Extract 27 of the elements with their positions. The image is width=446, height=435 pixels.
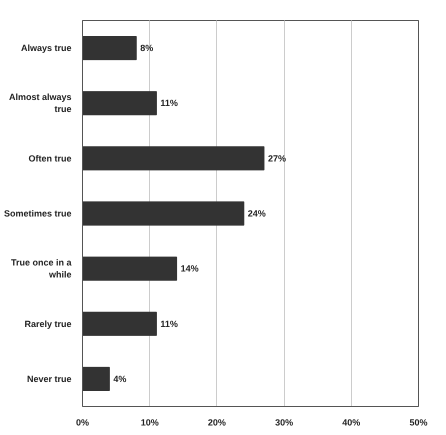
y-tick-label: True once in a while [10,258,72,280]
bar [82,201,244,226]
x-tick-label: 30% [275,418,294,428]
y-tick-label: Often true [28,153,72,164]
data-label: 8% [140,43,154,54]
data-label: 24% [248,208,266,218]
bar [82,256,178,281]
bar [82,366,110,392]
data-label: 14% [180,264,199,274]
y-tick-label: Rarely true [24,318,72,329]
data-label: 11% [160,98,178,108]
bar [82,312,157,336]
bar [82,146,264,170]
x-tick-label: 40% [342,418,360,428]
y-tick-label: Almost always true [8,92,72,114]
bar [82,91,157,116]
bar [82,36,137,60]
x-tick-label: 50% [409,418,428,428]
y-tick-label: Never true [26,374,72,384]
y-tick-label: Always true [20,43,72,54]
data-label: 11% [160,318,178,329]
x-tick-label: 10% [140,418,159,428]
data-label: 4% [113,374,126,384]
y-tick-label: Sometimes true [4,208,72,218]
x-tick-label: 20% [208,418,226,428]
data-label: 27% [268,153,286,164]
x-tick-label: 0% [76,418,90,428]
